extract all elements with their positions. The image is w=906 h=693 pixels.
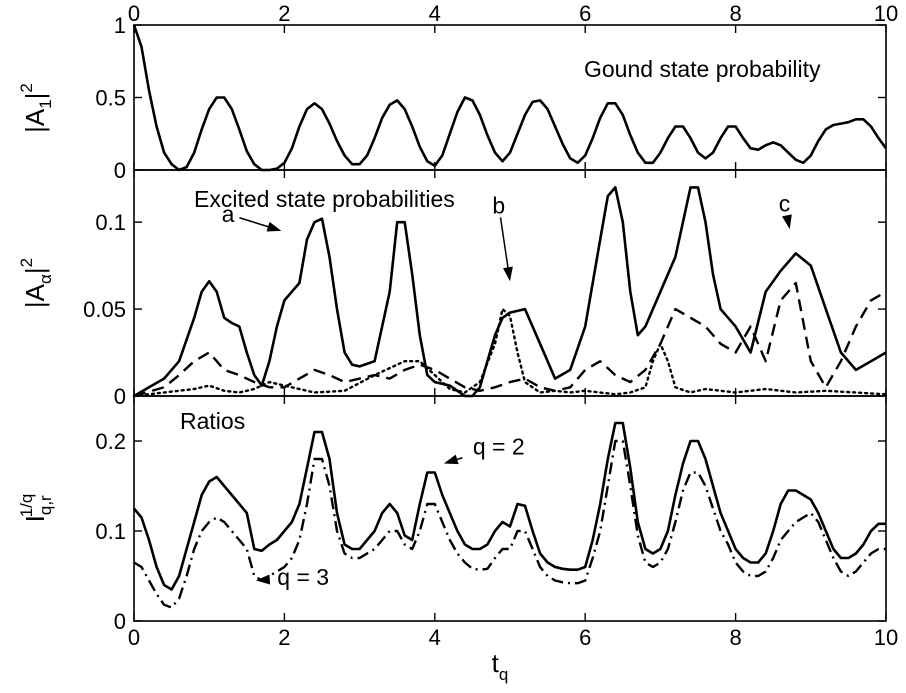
y-tick-label: 0.05 — [83, 297, 126, 322]
top-x-tick-label: 0 — [128, 1, 140, 26]
bottom-x-tick-label: 4 — [429, 625, 441, 650]
top-x-tick-label: 8 — [729, 1, 741, 26]
series-line-dashed — [133, 281, 887, 398]
y-tick-label: 0.2 — [95, 429, 126, 454]
ylabel-ratios: Iq,r1/q — [17, 494, 55, 523]
annotation-arrow-shaft — [239, 217, 273, 229]
svg-text:Iq,r1/q: Iq,r1/q — [17, 494, 55, 523]
svg-text:|Aα|2: |Aα|2 — [17, 258, 55, 308]
annotation-label: q = 2 — [473, 434, 525, 460]
annotation-label: c — [779, 191, 791, 217]
y-tick-label: 0.5 — [95, 86, 126, 111]
y-tick-label: 1 — [114, 13, 126, 38]
bottom-x-tick-label: 8 — [729, 625, 741, 650]
annotation-arrow-head — [443, 454, 459, 465]
ratios-panel: 0 0.1 0.2 0 2 4 6 8 10 q = 2 q = 3 — [95, 395, 898, 650]
bottom-x-tick-label: 6 — [579, 625, 591, 650]
top-x-tick-label: 2 — [278, 1, 290, 26]
svg-text:|A1|2: |A1|2 — [17, 83, 55, 133]
bottom-x-tick-label: 10 — [874, 625, 898, 650]
top-x-tick-label: 10 — [874, 1, 898, 26]
ylabel-ground: |A1|2 — [17, 83, 55, 133]
y-tick-label: 0 — [114, 609, 126, 634]
top-x-tick-label: 4 — [429, 1, 441, 26]
panel-title-ratios: Ratios — [180, 408, 245, 434]
series-line-solid — [133, 421, 886, 591]
annotation-arrow-head — [255, 574, 271, 585]
annotation-arrow-shaft — [499, 217, 510, 272]
top-x-tick-label: 6 — [579, 1, 591, 26]
plot-frame — [133, 395, 887, 622]
bottom-x-tick-label: 2 — [278, 625, 290, 650]
annotation-arrow-head — [782, 214, 792, 230]
annotation-label: q = 3 — [277, 564, 329, 590]
y-tick-label: 0 — [114, 158, 126, 183]
y-tick-label: 0.1 — [95, 519, 126, 544]
ylabel-excited: |Aα|2 — [17, 258, 55, 308]
annotation-arrow-head — [502, 266, 513, 282]
series-line-dotted — [132, 307, 888, 398]
y-tick-label: 0 — [114, 384, 126, 409]
panel-title-ground: Gound state probability — [584, 56, 821, 82]
ground-state-panel: 00.51 0 2 4 6 8 10 — [95, 1, 898, 183]
annotation-arrow-head — [266, 221, 282, 232]
series-line-solid — [133, 186, 887, 398]
series-line-solid — [132, 24, 888, 172]
annotation-label: a — [222, 201, 235, 227]
panel-title-excited: Excited state probabilities — [194, 186, 455, 212]
annotation-label: b — [492, 192, 505, 218]
xlabel-bottom: tq — [492, 648, 509, 684]
y-tick-label: 0.1 — [95, 210, 126, 235]
bottom-x-tick-label: 0 — [128, 625, 140, 650]
